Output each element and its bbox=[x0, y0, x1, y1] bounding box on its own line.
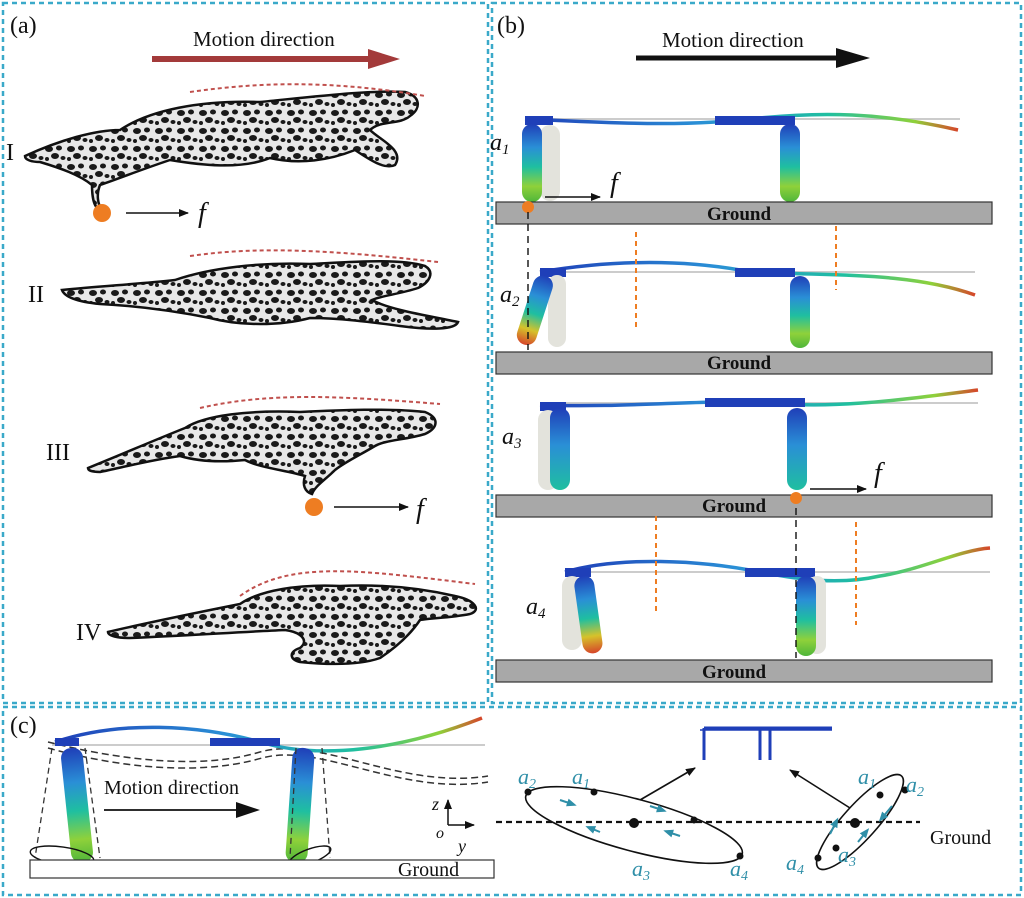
motion-arrow-b: Motion direction bbox=[636, 28, 870, 68]
panel-c: (c) Ground Motion direction z bbox=[10, 713, 991, 884]
motion-arrow-a: Motion direction bbox=[152, 27, 400, 69]
traj-right-label-1: a1 bbox=[858, 764, 876, 792]
panel-b: (b) Motion direction Ground f a1 bbox=[490, 13, 993, 683]
motion-label-a: Motion direction bbox=[193, 27, 335, 51]
cheetah-phase-4: IV bbox=[76, 570, 478, 666]
ground-label-2: Ground bbox=[707, 353, 772, 374]
traj-left-label-1: a2 bbox=[518, 764, 536, 792]
traj-right-label-4: a3 bbox=[838, 842, 856, 870]
panel-c-tag: (c) bbox=[10, 713, 37, 739]
phase-label-4: IV bbox=[76, 620, 102, 646]
traj-left-label-2: a1 bbox=[572, 764, 590, 792]
panel-b-tag: (b) bbox=[497, 13, 525, 39]
ground-label-c: Ground bbox=[398, 859, 459, 881]
row-label-a4: a4 bbox=[526, 594, 546, 622]
traj-left-label-3: a3 bbox=[632, 856, 650, 884]
axis-z: z bbox=[431, 794, 439, 814]
ground-label-1: Ground bbox=[707, 204, 772, 225]
robot-state-a3: Ground f a3 bbox=[495, 388, 993, 518]
axes-glyph: z o y bbox=[431, 794, 475, 856]
phase-label-1: I bbox=[6, 140, 14, 166]
force-label-a3: f bbox=[416, 494, 427, 525]
axis-y: y bbox=[456, 836, 466, 856]
panel-a-tag: (a) bbox=[10, 13, 37, 39]
cheetah-phase-1: I f bbox=[6, 83, 426, 229]
motion-label-b: Motion direction bbox=[662, 28, 804, 52]
foot-trajectory: Ground a2 a1 a3 a4 a1 bbox=[496, 726, 991, 884]
force-label-b3: f bbox=[874, 458, 885, 489]
row-label-a2: a2 bbox=[500, 282, 520, 310]
cheetah-phase-3: III f bbox=[46, 396, 441, 525]
motion-label-c: Motion direction bbox=[104, 777, 239, 799]
robot-gait-overlay: Ground Motion direction bbox=[29, 716, 495, 881]
ground-label-3: Ground bbox=[702, 496, 767, 517]
robot-state-a1: Ground f a1 bbox=[490, 112, 993, 225]
panel-a: (a) Motion direction I f II III bbox=[6, 13, 478, 666]
cheetah-phase-2: II bbox=[28, 249, 460, 330]
traj-left-label-4: a4 bbox=[730, 856, 748, 884]
phase-label-3: III bbox=[46, 440, 70, 466]
robot-state-a4: Ground a4 bbox=[495, 508, 993, 683]
force-label-b1: f bbox=[610, 168, 621, 199]
force-label-a1: f bbox=[198, 198, 209, 229]
ground-label-traj: Ground bbox=[930, 827, 991, 849]
phase-label-2: II bbox=[28, 282, 44, 308]
axis-o: o bbox=[436, 825, 444, 842]
row-label-a3: a3 bbox=[502, 424, 522, 452]
traj-right-label-3: a4 bbox=[786, 850, 804, 878]
row-label-a1: a1 bbox=[490, 130, 510, 158]
ground-label-4: Ground bbox=[702, 662, 767, 683]
traj-right-label-2: a2 bbox=[906, 772, 924, 800]
robot-state-a2: Ground a2 bbox=[495, 212, 993, 375]
